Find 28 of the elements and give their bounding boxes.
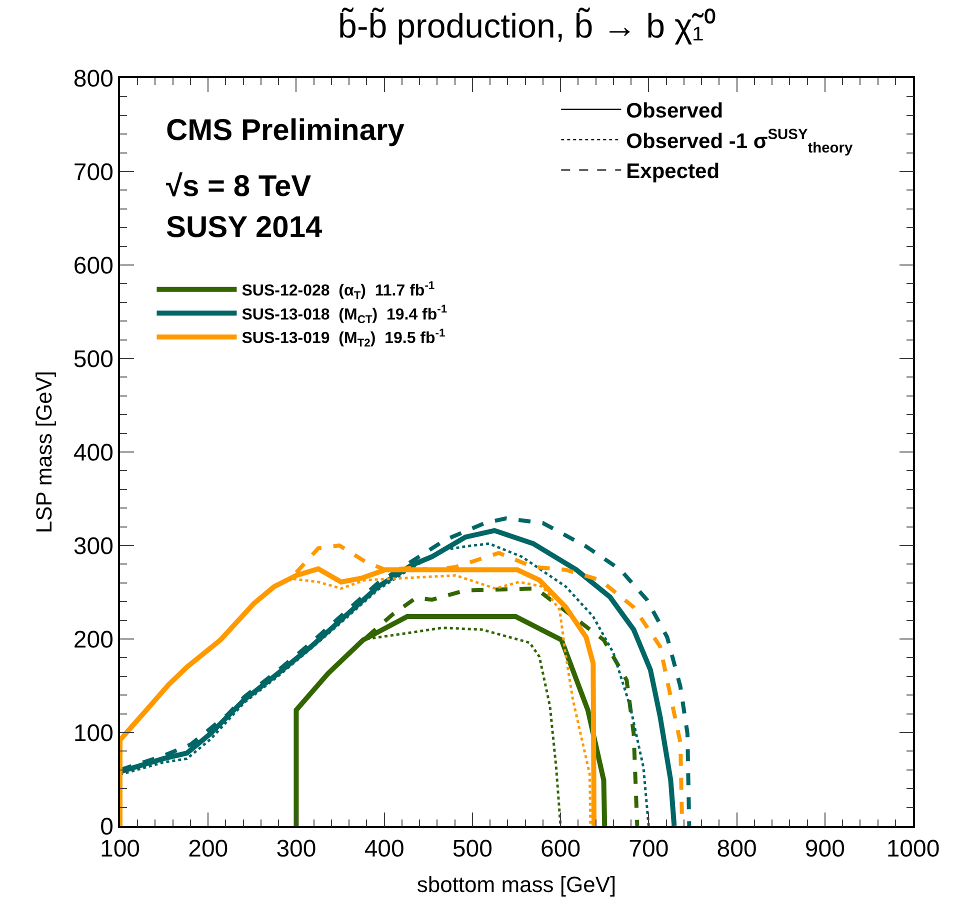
annotation: CMS Preliminary xyxy=(166,114,405,147)
legend-label: SUS-12-028 (α$_{T}$) 11.7 fb$^{-1}$ xyxy=(242,280,435,302)
x-tick-label: 1000 xyxy=(886,836,940,863)
annotation: SUSY 2014 xyxy=(166,211,323,244)
y-tick-label: 500 xyxy=(73,346,114,373)
legend-label: SUS-13-019 (M$_{T2}$) 19.5 fb$^{-1}$ xyxy=(242,328,446,350)
chart-title: b̃-b̃ production, b̃ → b χ̃₁⁰ xyxy=(338,6,716,46)
y-tick-label: 400 xyxy=(73,439,114,466)
y-tick-label: 300 xyxy=(73,532,114,560)
x-tick-label: 500 xyxy=(452,836,492,863)
legend-label: SUS-13-018 (M$_{CT}$) 19.4 fb$^{-1}$ xyxy=(242,304,448,326)
y-tick-label: 600 xyxy=(73,252,114,280)
x-tick-label: 800 xyxy=(716,836,757,863)
y-tick-label: 100 xyxy=(73,720,114,747)
annotation: Expected xyxy=(626,160,720,184)
y-tick-label: 200 xyxy=(73,626,114,654)
x-tick-label: 600 xyxy=(540,836,581,863)
x-tick-label: 700 xyxy=(628,836,669,863)
y-axis-title: LSP mass [GeV] xyxy=(32,370,57,534)
x-tick-label: 200 xyxy=(188,836,228,863)
x-tick-label: 400 xyxy=(364,836,404,863)
x-axis-title: sbottom mass [GeV] xyxy=(416,872,616,897)
annotation: √s = 8 TeV xyxy=(166,170,312,203)
x-tick-label: 300 xyxy=(276,836,316,863)
y-tick-label: 800 xyxy=(73,65,114,92)
y-tick-label: 700 xyxy=(73,158,114,186)
annotation: Observed xyxy=(626,100,724,123)
x-tick-label: 900 xyxy=(804,836,845,863)
